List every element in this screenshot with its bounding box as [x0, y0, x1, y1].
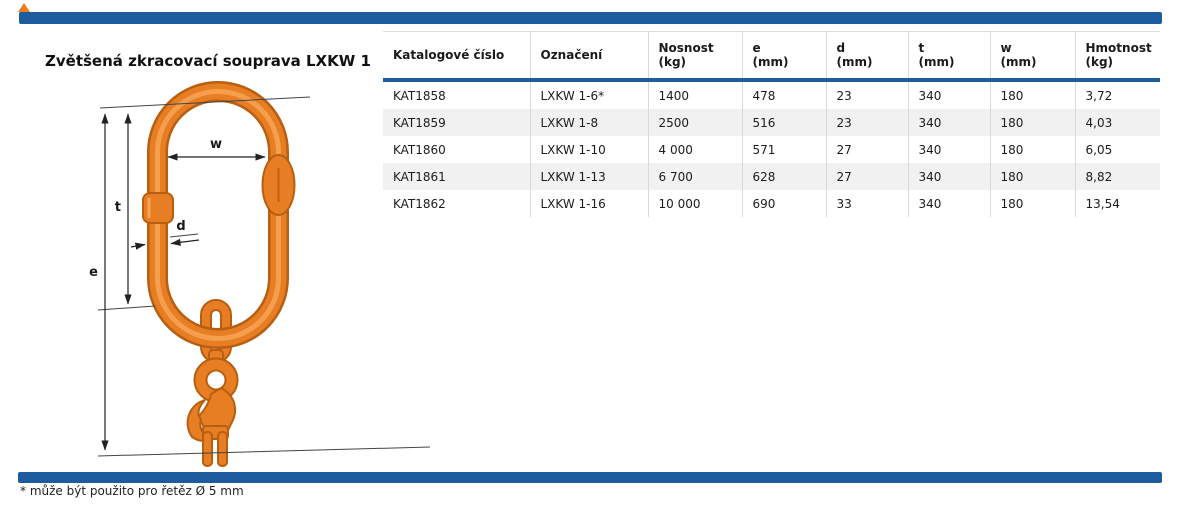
table-cell: 6,05: [1074, 136, 1160, 163]
table-cell: 180: [989, 80, 1075, 109]
table-cell: LXKW 1-6*: [529, 80, 648, 109]
svg-text:w: w: [210, 137, 222, 152]
table-cell: 10 000: [647, 190, 742, 217]
table-row: KAT1862 LXKW 1-16 10 000 690 33 340 180 13,54: [383, 190, 1160, 217]
footnote: * může být použito pro řetěz Ø 5 mm: [20, 484, 244, 498]
table-cell: 340: [907, 80, 990, 109]
table-cell: 8,82: [1074, 163, 1160, 190]
table-cell: LXKW 1-16: [529, 190, 648, 217]
table-cell: 23: [825, 109, 908, 136]
table-row: KAT1859 LXKW 1-8 2500 516 23 340 180 4,03: [383, 109, 1160, 136]
table-cell: 180: [989, 190, 1075, 217]
header-cell: Katalogové číslo: [393, 48, 505, 62]
table-cell: 3,72: [1074, 80, 1160, 109]
orange-triangle-marker: [18, 3, 30, 12]
header-cell: Hmotnost (kg): [1074, 31, 1160, 80]
svg-text:e: e: [89, 265, 98, 280]
spec-table: Katalogové číslo Označení Nosnost (kg) e (mm)…: [383, 31, 1160, 217]
spec-table-body: KAT1858 LXKW 1-6* 1400 478 23 340 180 3,72 KAT18…: [383, 80, 1160, 217]
table-cell: 4,03: [1074, 109, 1160, 136]
header-row: Katalogové číslo Označení Nosnost (kg) e (mm)…: [383, 31, 1160, 80]
header-cell: d (mm): [825, 31, 908, 80]
table-cell: 33: [825, 190, 908, 217]
table-cell: KAT1860: [393, 142, 446, 157]
table-cell: 690: [741, 190, 826, 217]
table-cell: 2500: [647, 109, 742, 136]
svg-text:d: d: [176, 219, 185, 234]
table-cell: 340: [907, 109, 990, 136]
table-cell: 628: [741, 163, 826, 190]
table-cell: 23: [825, 80, 908, 109]
header-cell: Nosnost (kg): [647, 31, 742, 80]
table-cell: 27: [825, 163, 908, 190]
table-cell: LXKW 1-10: [529, 136, 648, 163]
table-row: KAT1861 LXKW 1-13 6 700 628 27 340 180 8,82: [383, 163, 1160, 190]
header-cell: t (mm): [907, 31, 990, 80]
table-cell: KAT1862: [393, 196, 446, 211]
table-cell: KAT1859: [393, 115, 446, 130]
dimension-d: d: [130, 219, 200, 250]
svg-text:t: t: [115, 200, 121, 215]
table-cell: 340: [907, 190, 990, 217]
table-cell: 1400: [647, 80, 742, 109]
shortening-hook: [186, 349, 239, 467]
table-cell: LXKW 1-8: [529, 109, 648, 136]
table-row: KAT1860 LXKW 1-10 4 000 571 27 340 180 6,05: [383, 136, 1160, 163]
table-cell: 516: [741, 109, 826, 136]
dimension-w: w: [167, 137, 266, 161]
table-cell: KAT1861: [393, 169, 446, 184]
table-cell: 571: [741, 136, 826, 163]
table-cell: 4 000: [647, 136, 742, 163]
master-link: [147, 81, 289, 349]
table-row: KAT1858 LXKW 1-6* 1400 478 23 340 180 3,72: [383, 80, 1160, 109]
table-cell: 180: [989, 136, 1075, 163]
table-cell: 180: [989, 109, 1075, 136]
connector-link: [200, 299, 232, 363]
table-cell: 478: [741, 80, 826, 109]
table-cell: 180: [989, 163, 1075, 190]
table-cell: LXKW 1-13: [529, 163, 648, 190]
spec-table-header: Katalogové číslo Označení Nosnost (kg) e (mm)…: [383, 31, 1160, 80]
bottom-divider-bar: [18, 472, 1162, 483]
table-cell: 27: [825, 136, 908, 163]
header-cell: e (mm): [741, 31, 826, 80]
table-cell: 340: [907, 136, 990, 163]
dimension-e: e: [89, 113, 109, 451]
top-divider-bar: [19, 12, 1162, 24]
table-cell: 340: [907, 163, 990, 190]
forged-boss: [261, 154, 296, 216]
page-title: Zvětšená zkracovací souprava LXKW 1: [45, 52, 371, 71]
table-cell: 13,54: [1074, 190, 1160, 217]
table-cell: KAT1858: [393, 88, 446, 103]
table-cell: 6 700: [647, 163, 742, 190]
extension-lines: [97, 96, 431, 457]
header-cell: Označení: [529, 31, 648, 80]
header-cell: w (mm): [989, 31, 1075, 80]
weld-collar: [142, 192, 174, 224]
dimension-t: t: [115, 113, 132, 305]
